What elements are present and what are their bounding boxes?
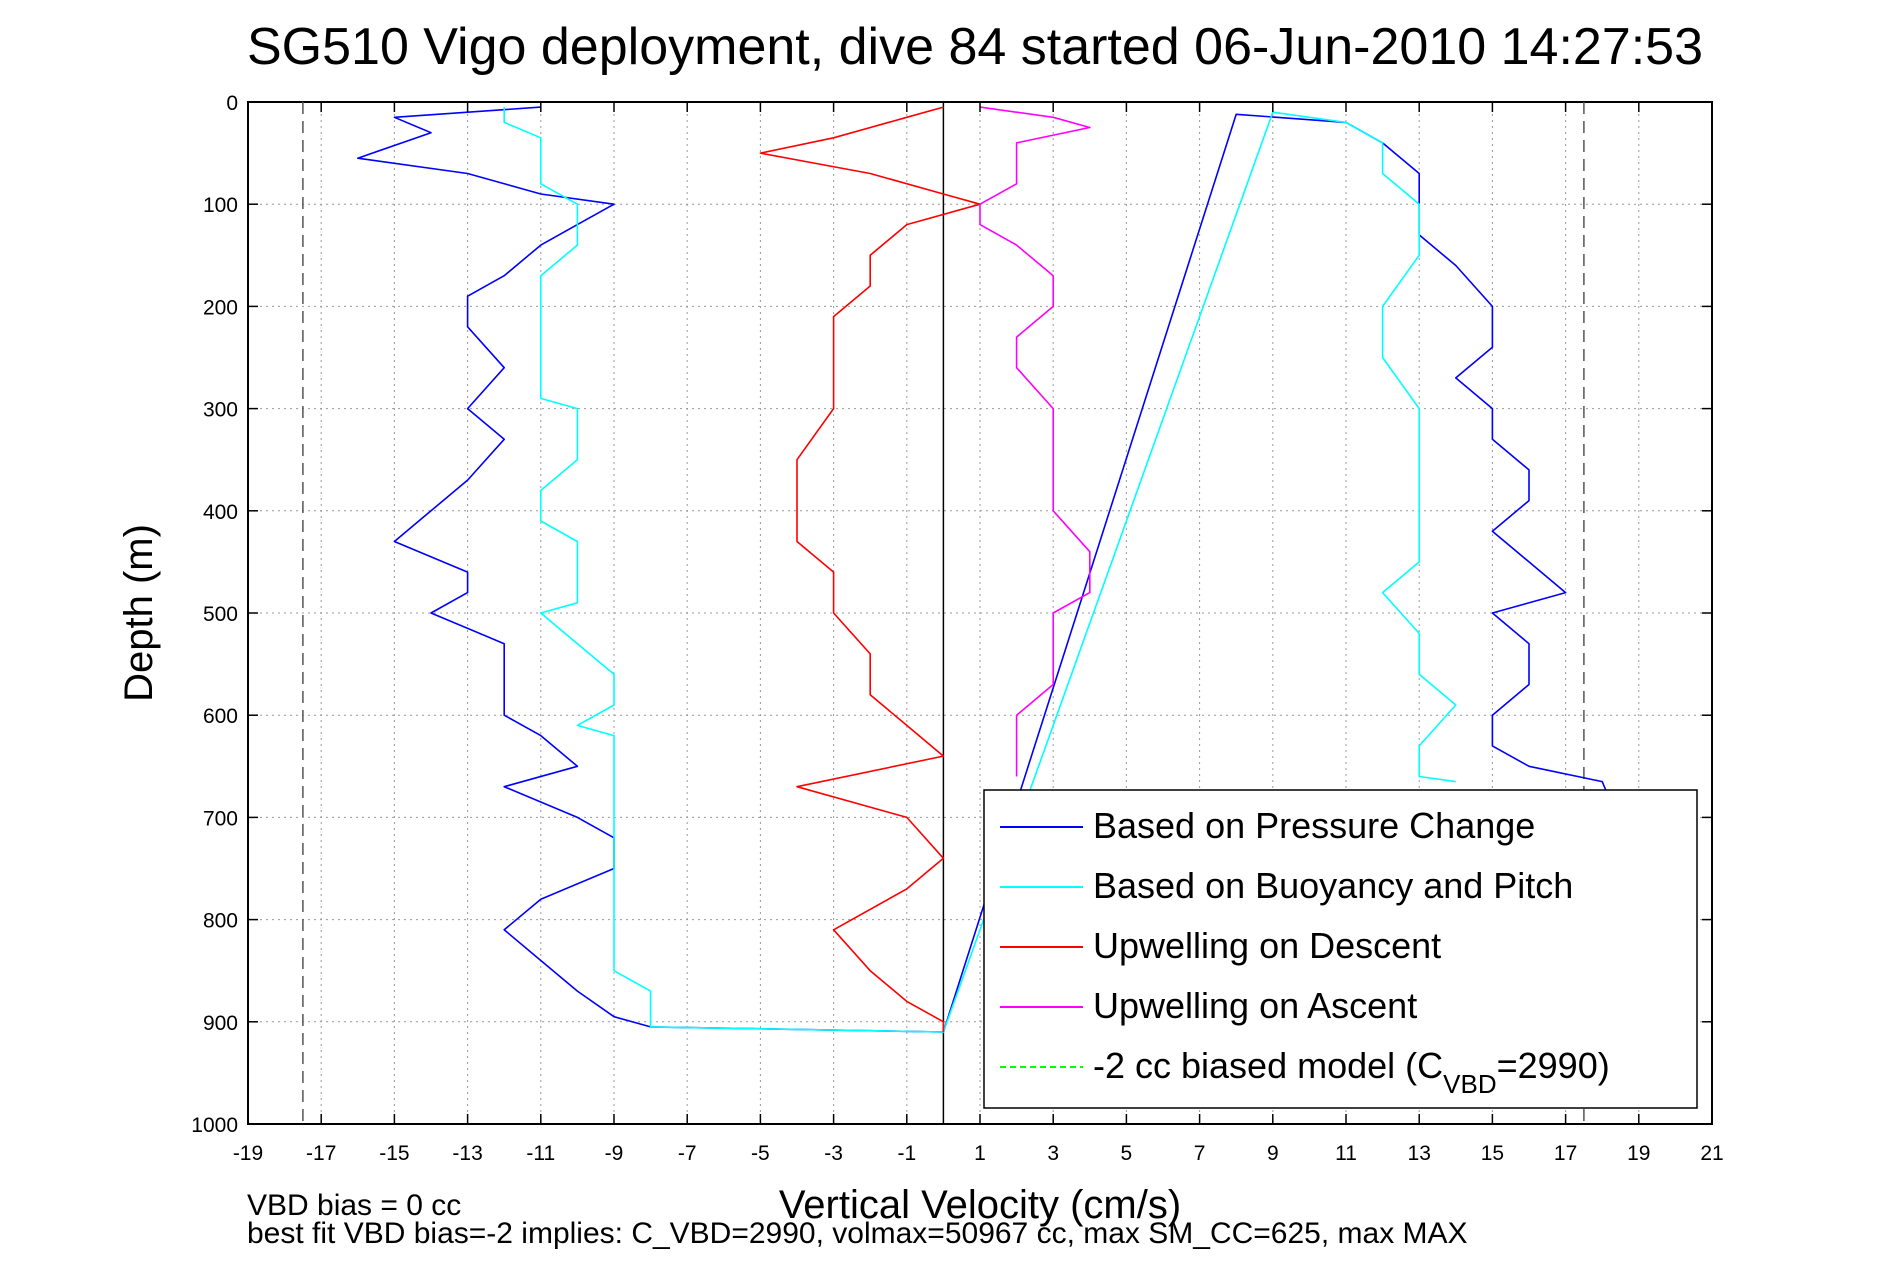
y-tick-label: 1000 [191,1114,238,1137]
x-tick-label: 11 [1335,1142,1357,1165]
x-axis-label: Vertical Velocity (cm/s) [779,1183,1181,1227]
y-tick-label: 0 [226,92,238,115]
y-tick-label: 800 [203,910,238,933]
x-tick-label: 19 [1627,1142,1650,1165]
y-tick-label: 100 [203,194,238,217]
chart-title: SG510 Vigo deployment, dive 84 started 0… [247,18,1703,76]
x-tick-labels: -19 -17 -15 -13 -11 -9 -7 -5 -3 -1 1 3 5 7 9 11 13 15 17 19… [233,102,1724,1165]
series-line-2 [503,107,1457,1033]
reference-lines [302,102,1585,1124]
legend-label: Upwelling on Descent [1093,925,1441,966]
x-tick-label: -11 [526,1142,555,1165]
x-tick-label: 9 [1267,1142,1279,1165]
x-tick-label: 3 [1047,1142,1059,1165]
y-tick-label: 400 [203,501,238,524]
y-tick-labels: 0 100 200 300 400 500 600 700 800 900 1000 [191,92,1712,1137]
y-tick-label: 700 [203,807,238,830]
legend: Based on Pressure Change Based on Buoyanc… [983,789,1698,1109]
x-tick-label: 7 [1194,1142,1206,1165]
x-tick-label: -17 [306,1142,336,1165]
x-tick-label: 17 [1554,1142,1577,1165]
y-axis-label: Depth (m) [117,524,161,702]
y-tick-label: 600 [203,705,238,728]
x-tick-label: -19 [233,1142,263,1165]
x-tick-label: -3 [824,1142,843,1165]
x-tick-label: -9 [605,1142,624,1165]
y-tick-label: 500 [203,603,238,626]
y-tick-label: 900 [203,1012,238,1035]
x-tick-label: -1 [897,1142,916,1165]
x-tick-label: -15 [379,1142,409,1165]
series-line-3 [759,106,981,1032]
legend-label: Based on Pressure Change [1093,805,1535,846]
x-tick-label: -7 [678,1142,697,1165]
legend-box [983,789,1698,1109]
x-tick-label: -5 [751,1142,770,1165]
series-line-1 [356,106,1640,1033]
y-tick-label: 200 [203,296,238,319]
vbd-bias-note: VBD bias = 0 cc [247,1189,461,1222]
x-tick-label: 1 [974,1142,986,1165]
x-tick-label: 15 [1481,1142,1504,1165]
legend-label: Upwelling on Ascent [1093,985,1417,1026]
data-series [356,106,1640,1033]
legend-label: Based on Buoyancy and Pitch [1093,865,1573,906]
x-tick-label: 21 [1700,1142,1723,1165]
series-line-4 [979,106,1091,777]
x-tick-label: 5 [1121,1142,1133,1165]
y-tick-label: 300 [203,399,238,422]
x-tick-label: -13 [452,1142,482,1165]
best-fit-note: best fit VBD bias=-2 implies: C_VBD=2990… [247,1217,1468,1250]
x-tick-label: 13 [1408,1142,1431,1165]
